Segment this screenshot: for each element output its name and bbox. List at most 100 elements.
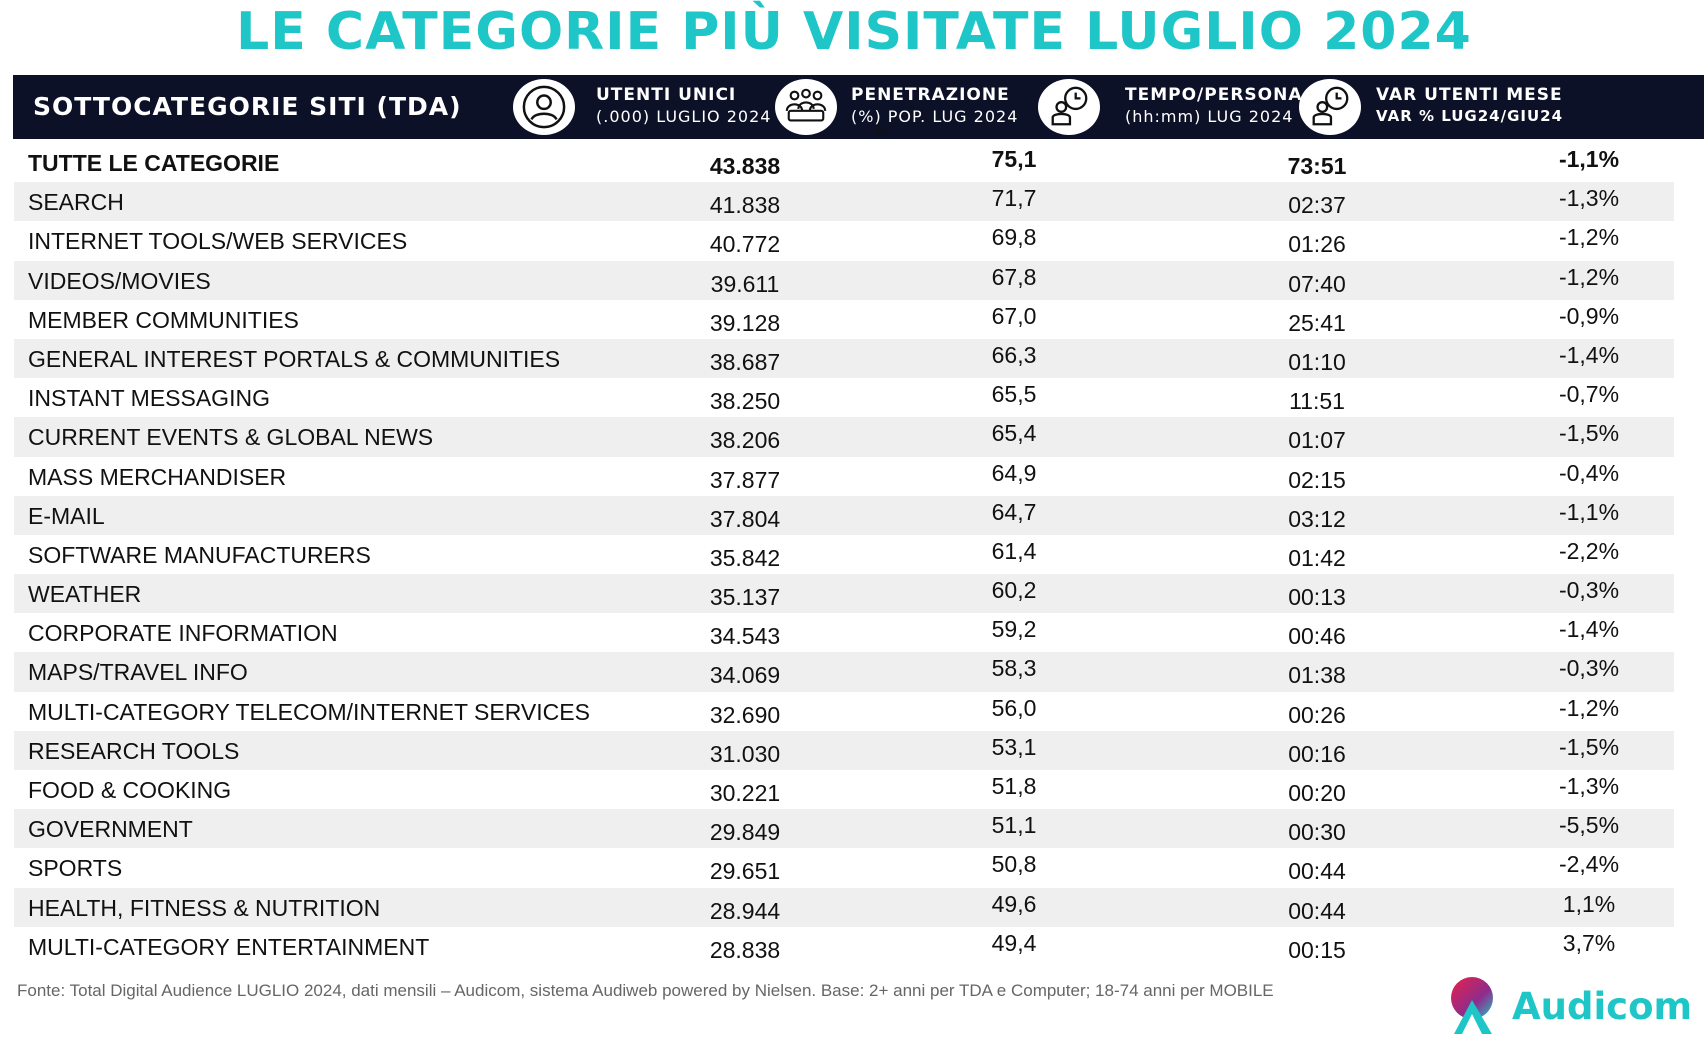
cell-users: 39.611 [710,270,780,297]
cell-category: FOOD & COOKING [28,777,232,803]
cell-users: 37.877 [709,466,781,493]
percent-mark: % [874,123,889,140]
source-note: Fonte: Total Digital Audience LUGLIO 202… [17,981,1274,1000]
cell-users: 38.250 [709,388,781,415]
audicom-logo-icon [1451,977,1493,1034]
cell-penetration: 71,7 [991,185,1037,212]
table-row: MAPS/TRAVEL INFO 34.069 58,3 01:38 -0,3% [14,652,1674,692]
table-row: WEATHER 35.137 60,2 00:13 -0,3% [14,574,1674,614]
cell-penetration: 59,2 [991,616,1037,643]
cell-penetration: 69,8 [991,224,1037,251]
cell-users: 39.128 [709,309,781,336]
cell-category: WEATHER [28,581,142,608]
cell-time: 01:07 [1288,427,1346,454]
cell-time: 73:51 [1287,153,1347,179]
cell-variation: -2,4% [1558,851,1620,878]
table-row: FOOD & COOKING 30.221 51,8 00:20 -1,3% [14,770,1674,809]
cell-penetration: 58,3 [991,655,1037,682]
table-header: SOTTOCATEGORIE SITI (TDA) UTENTI UNICI (… [13,75,1704,139]
table-row: MEMBER COMMUNITIES 39.128 67,0 25:41 -0,9% [14,300,1674,339]
cell-time: 00:13 [1288,584,1346,611]
logo-text: Audicom [1512,985,1693,1028]
cell-variation: -1,2% [1558,694,1620,721]
cell-time: 00:46 [1288,623,1346,650]
cell-variation: -1,1% [1558,146,1620,172]
cell-penetration: 61,4 [991,537,1037,564]
table-row: GOVERNMENT 29.849 51,1 00:30 -5,5% [14,809,1674,849]
table-row: E-MAIL 37.804 64,7 03:12 -1,1% [14,495,1674,535]
cell-variation: -1,1% [1558,498,1620,525]
cell-category: SEARCH [28,189,124,216]
cell-variation: -0,3% [1558,577,1620,604]
table-row: MULTI-CATEGORY TELECOM/INTERNET SERVICES… [14,692,1674,731]
table-body: TUTTE LE CATEGORIE 43.838 75,1 73:51 -1,1% SE… [14,143,1674,966]
header-variation: VAR UTENTI MESE VAR % LUG24/GIU24 [1376,85,1564,125]
cell-users: 31.030 [709,740,781,767]
cell-users: 28.944 [709,897,781,924]
cell-time: 25:41 [1288,309,1346,336]
cell-category: HEALTH, FITNESS & NUTRITION [28,894,381,921]
cell-variation: -1,4% [1558,616,1620,643]
cell-penetration: 50,8 [991,851,1037,878]
page-title: LE CATEGORIE PIÙ VISITATE LUGLIO 2024 [236,2,1472,62]
cell-penetration: 66,3 [991,341,1037,368]
cell-category: E-MAIL [28,502,105,529]
cell-penetration: 67,8 [991,263,1037,290]
cell-variation: 3,7% [1562,929,1616,956]
table-row: VIDEOS/MOVIES 39.611 67,8 07:40 -1,2% [14,260,1674,300]
user-icon [513,79,575,135]
cell-variation: -1,3% [1558,185,1620,212]
cell-category: MAPS/TRAVEL INFO [28,659,248,686]
cell-users: 32.690 [709,701,781,728]
cell-category: INSTANT MESSAGING [28,385,270,412]
cell-variation: -1,5% [1558,733,1620,760]
cell-time: 02:37 [1288,192,1346,219]
cell-penetration: 60,2 [991,577,1037,604]
cell-penetration: 75,1 [991,146,1037,172]
cell-users: 40.772 [709,231,781,258]
cell-variation: -2,2% [1558,537,1620,564]
cell-variation: -0,4% [1558,459,1620,486]
cell-variation: -0,3% [1558,655,1620,682]
cell-penetration: 49,6 [991,890,1037,917]
cell-category: RESEARCH TOOLS [28,737,240,764]
cell-penetration: 51,1 [991,812,1037,839]
cell-users: 35.137 [709,584,781,611]
cell-category: MEMBER COMMUNITIES [28,306,299,333]
cell-time: 00:20 [1288,780,1346,806]
user-clock-icon [1299,79,1361,135]
cell-users: 34.069 [709,662,781,689]
cell-category: MASS MERCHANDISER [28,463,287,490]
cell-category: TUTTE LE CATEGORIE [28,150,280,176]
cell-time: 01:26 [1288,231,1346,258]
cell-penetration: 51,8 [991,773,1037,799]
cell-penetration: 49,4 [991,929,1037,956]
header-category: SOTTOCATEGORIE SITI (TDA) [33,92,462,121]
header-penetration: PENETRAZIONE (%) POP. LUG 2024 [851,85,1019,126]
table-row: SPORTS 29.651 50,8 00:44 -2,4% [14,848,1674,887]
cell-time: 00:44 [1288,897,1346,924]
cell-time: 00:15 [1288,936,1346,963]
cell-penetration: 64,9 [991,459,1037,486]
cell-time: 07:40 [1288,270,1346,297]
cell-variation: -1,2% [1558,224,1620,251]
cell-time: 01:42 [1288,544,1346,571]
cell-penetration: 65,4 [991,420,1037,447]
cell-users: 38.687 [709,348,781,375]
table-row-total: TUTTE LE CATEGORIE 43.838 75,1 73:51 -1,1% [14,143,1674,182]
cell-users: 28.838 [709,936,781,963]
table-row: SEARCH 41.838 71,7 02:37 -1,3% [14,182,1674,222]
cell-variation: 1,1% [1562,890,1616,917]
table-row: CURRENT EVENTS & GLOBAL NEWS 38.206 65,4 01… [14,417,1674,457]
cell-category: GOVERNMENT [28,816,193,843]
group-percent-icon [775,79,837,135]
cell-users: 41.838 [709,192,781,219]
table-row: MULTI-CATEGORY ENTERTAINMENT 28.838 49,4 00… [14,927,1674,966]
cell-variation: -1,2% [1558,263,1620,290]
cell-time: 00:26 [1288,701,1346,728]
cell-category: MULTI-CATEGORY ENTERTAINMENT [28,933,430,960]
cell-variation: -0,7% [1558,381,1620,408]
table-row: CORPORATE INFORMATION 34.543 59,2 00:46 -1,4… [14,613,1674,652]
cell-category: CURRENT EVENTS & GLOBAL NEWS [28,424,434,451]
cell-variation: -5,5% [1558,812,1620,839]
